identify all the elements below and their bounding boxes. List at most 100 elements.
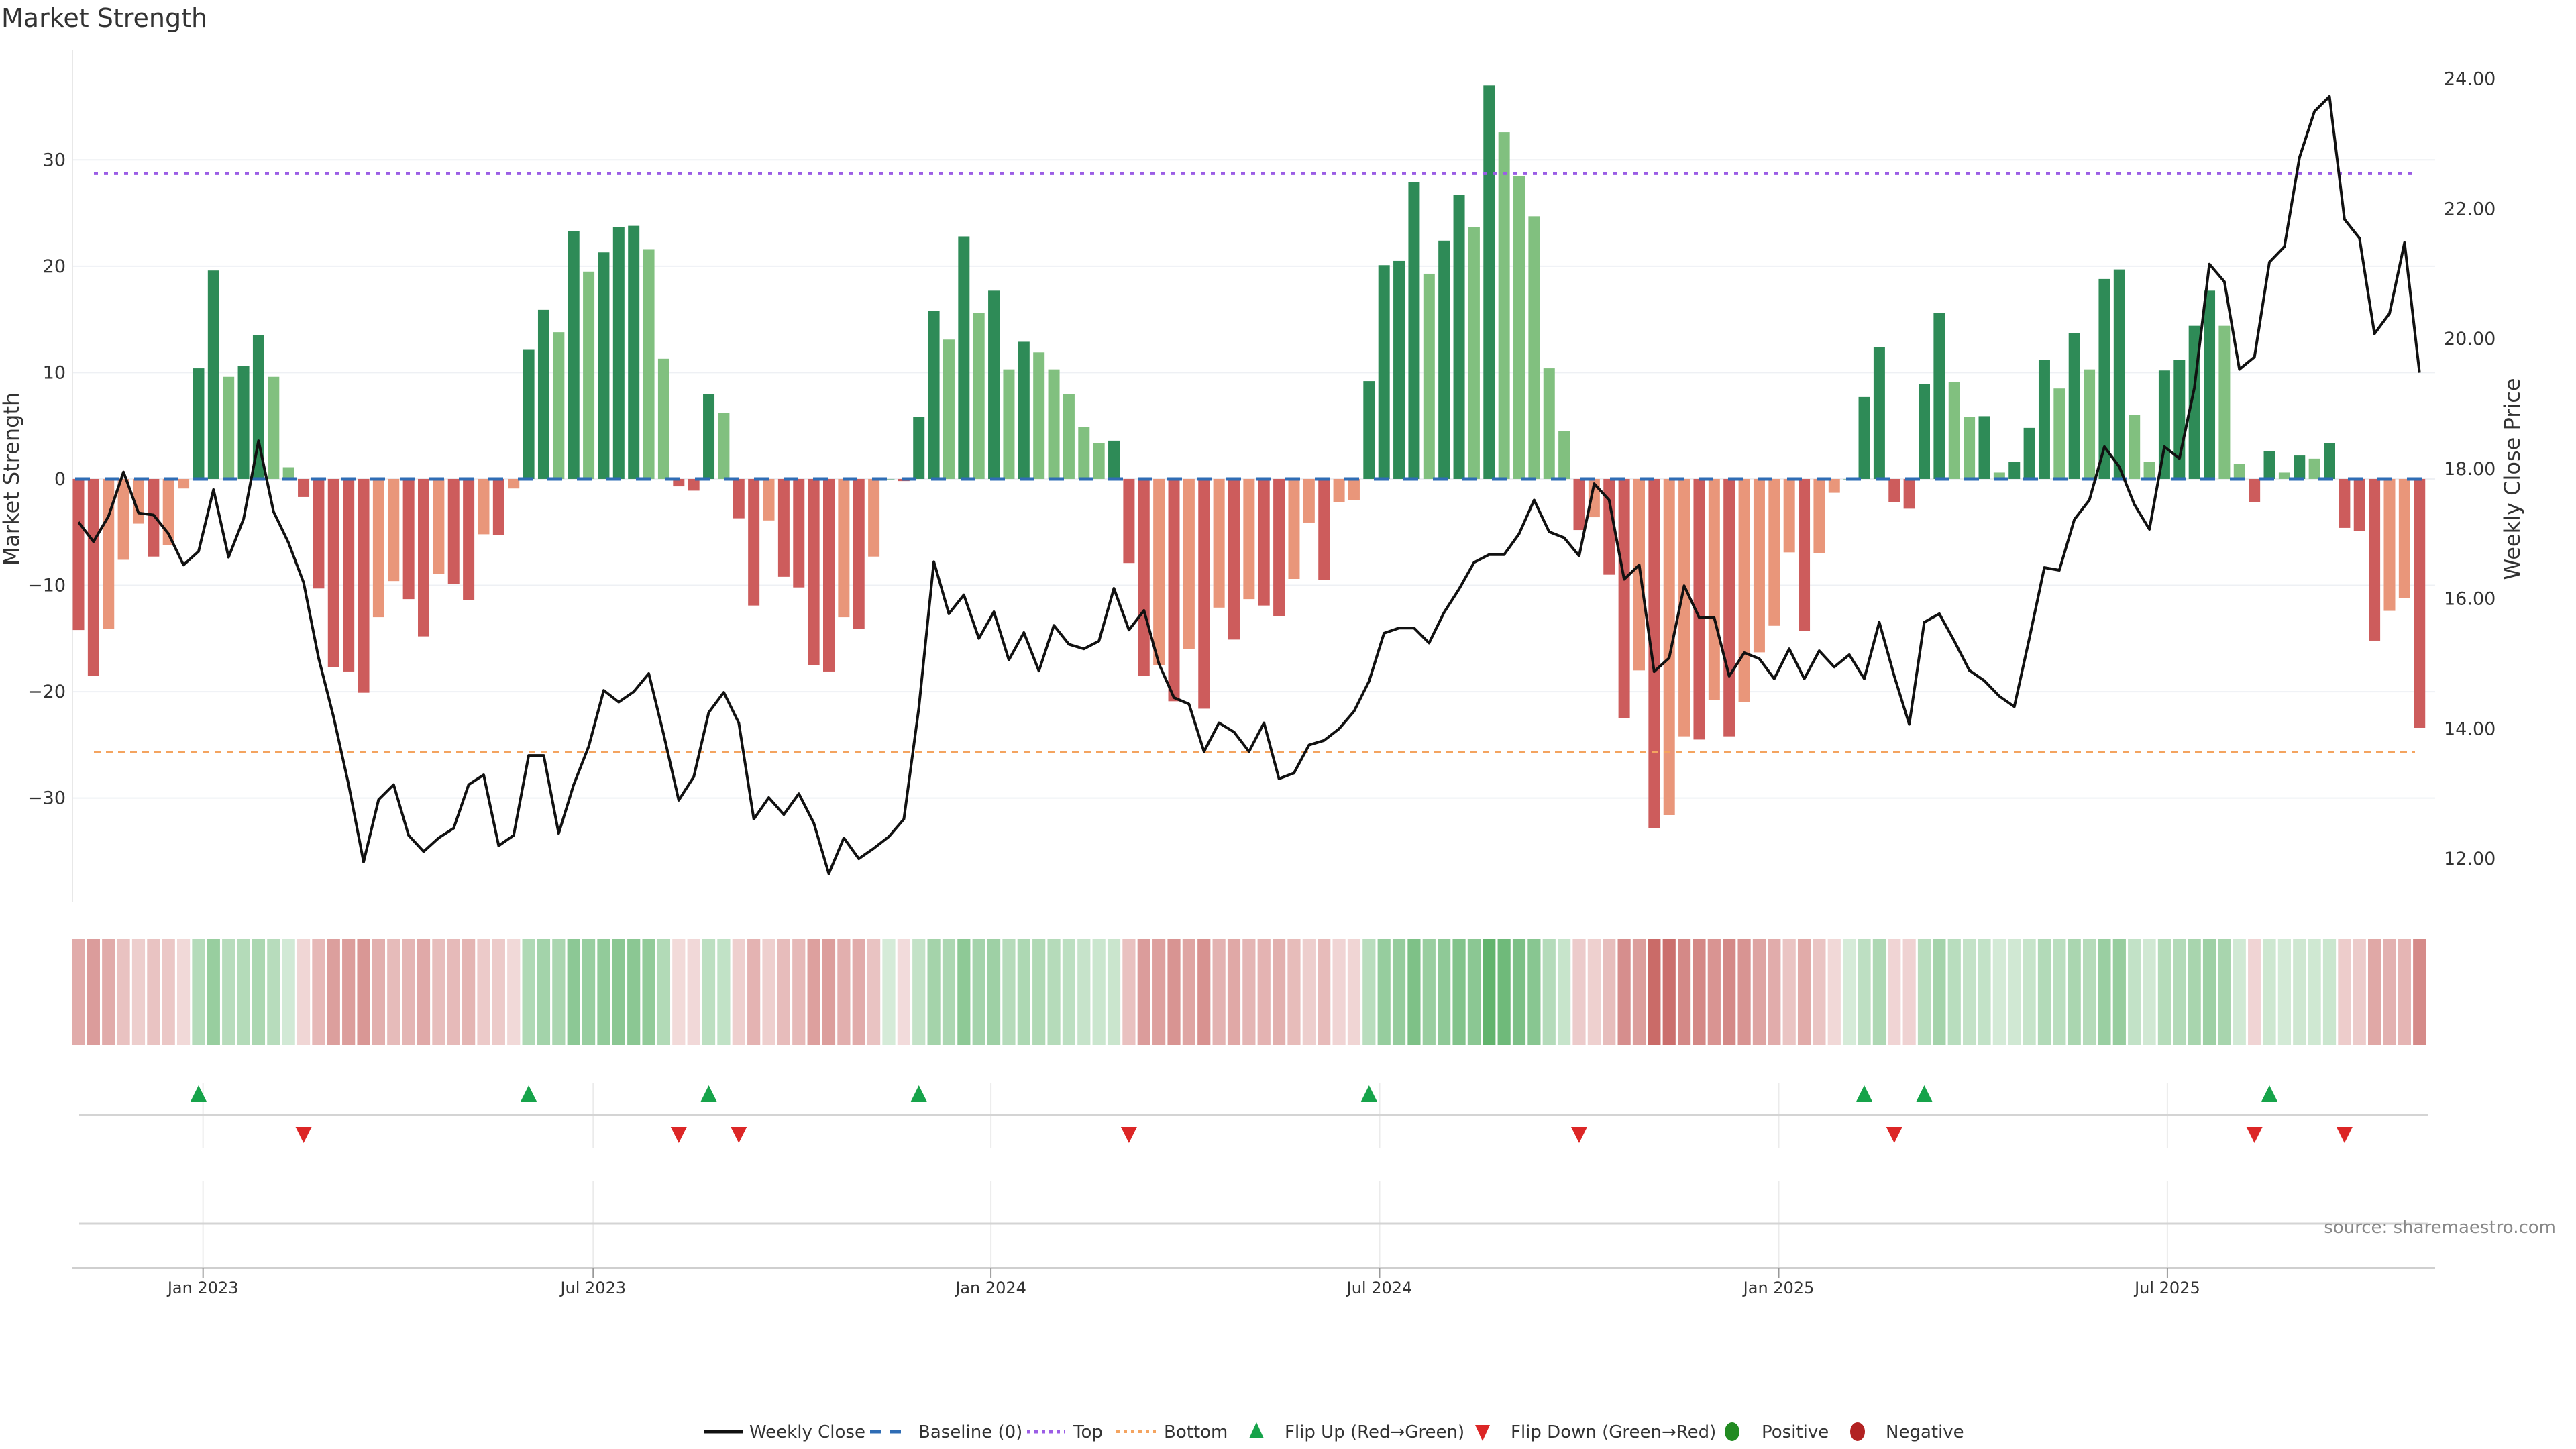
heatmap-cell bbox=[1617, 939, 1631, 1045]
legend-item-top[interactable]: Top bbox=[1027, 1422, 1103, 1442]
heatmap-cell bbox=[2218, 939, 2231, 1045]
heatmap-cell bbox=[192, 939, 205, 1045]
heatmap-cell bbox=[732, 939, 745, 1045]
positive-bar bbox=[252, 335, 264, 479]
heatmap-cell bbox=[912, 939, 926, 1045]
heatmap-cell bbox=[2098, 939, 2111, 1045]
right-tick-label: 16.00 bbox=[2444, 589, 2496, 610]
positive-bar bbox=[1933, 313, 1945, 479]
negative-bar bbox=[1768, 478, 1780, 626]
heatmap-cell bbox=[1167, 939, 1181, 1045]
negative-bar bbox=[2414, 478, 2426, 728]
heatmap-cell bbox=[777, 939, 790, 1045]
heatmap-cell bbox=[2128, 939, 2141, 1045]
heatmap-cell bbox=[2413, 939, 2426, 1045]
legend-label: Flip Down (Green→Red) bbox=[1511, 1422, 1716, 1442]
legend-item-baseline[interactable]: Baseline (0) bbox=[870, 1422, 1022, 1442]
negative-bar bbox=[1573, 478, 1585, 531]
positive-bar bbox=[657, 358, 669, 479]
negative-bar bbox=[793, 478, 805, 588]
positive-bar bbox=[1858, 396, 1870, 479]
negative-bar bbox=[838, 478, 850, 618]
positive-bar bbox=[928, 311, 940, 479]
negative-bar bbox=[1243, 478, 1255, 600]
positive-bar bbox=[553, 332, 565, 479]
positive-bar bbox=[1558, 431, 1570, 479]
heatmap-cell bbox=[2157, 939, 2171, 1045]
negative-bar bbox=[1783, 478, 1795, 553]
negative-bar bbox=[508, 478, 520, 489]
legend-item-negative[interactable]: Negative bbox=[1850, 1422, 1964, 1442]
heatmap-cell bbox=[2248, 939, 2261, 1045]
negative-bar bbox=[117, 478, 129, 560]
negative-bar bbox=[688, 478, 700, 491]
positive-bar bbox=[2233, 464, 2245, 479]
chart-title: Market Strength bbox=[1, 3, 207, 33]
heatmap-cell bbox=[747, 939, 761, 1045]
heatmap-cell bbox=[327, 939, 340, 1045]
heatmap-cell bbox=[2053, 939, 2066, 1045]
heatmap-cell bbox=[807, 939, 820, 1045]
heatmap-cell bbox=[702, 939, 716, 1045]
negative-bar bbox=[1303, 478, 1315, 523]
negative-bar bbox=[1138, 478, 1150, 676]
legend-item-weekly-close[interactable]: Weekly Close bbox=[704, 1422, 865, 1442]
heatmap-cell bbox=[1497, 939, 1511, 1045]
legend-item-flip-down[interactable]: Flip Down (Green→Red) bbox=[1475, 1422, 1716, 1442]
negative-bar bbox=[1228, 478, 1240, 640]
negative-bar bbox=[1633, 478, 1645, 671]
negative-bar bbox=[2383, 478, 2396, 611]
heatmap-cell bbox=[1017, 939, 1030, 1045]
heatmap-cell bbox=[1182, 939, 1195, 1045]
heatmap-cell bbox=[987, 939, 1001, 1045]
legend-item-bottom[interactable]: Bottom bbox=[1116, 1422, 1228, 1442]
positive-bar bbox=[1919, 384, 1931, 479]
heatmap-cell bbox=[1963, 939, 1976, 1045]
legend-item-flip-up[interactable]: Flip Up (Red→Green) bbox=[1249, 1422, 1464, 1442]
positive-bar bbox=[1108, 440, 1120, 479]
negative-bar bbox=[1888, 478, 1900, 502]
negative-bar bbox=[1318, 478, 1330, 580]
negative-bar bbox=[478, 478, 490, 535]
negative-bar bbox=[463, 478, 475, 600]
positive-bar bbox=[2008, 462, 2021, 479]
legend-item-positive[interactable]: Positive bbox=[1725, 1422, 1829, 1442]
negative-bar bbox=[1903, 478, 1915, 509]
left-tick-label: 0 bbox=[54, 469, 66, 490]
negative-bar bbox=[1693, 478, 1705, 740]
positive-bar bbox=[1408, 182, 1420, 479]
heatmap-cell bbox=[1648, 939, 1661, 1045]
positive-bar bbox=[943, 339, 955, 479]
negative-bar bbox=[868, 478, 880, 557]
heatmap-cell bbox=[387, 939, 400, 1045]
positive-bar bbox=[193, 368, 205, 479]
positive-bar bbox=[988, 290, 1000, 479]
negative-bar bbox=[1799, 478, 1811, 631]
heatmap-cell bbox=[2173, 939, 2186, 1045]
heatmap-cell bbox=[2383, 939, 2396, 1045]
positive-bar bbox=[2038, 360, 2050, 479]
source-label: source: sharemaestro.com bbox=[2324, 1218, 2556, 1238]
heatmap-cell bbox=[1693, 939, 1706, 1045]
legend: Weekly Close Baseline (0) Top Bottom Fli… bbox=[704, 1422, 1964, 1442]
negative-bar bbox=[808, 478, 820, 665]
heatmap-cell bbox=[1407, 939, 1421, 1045]
heatmap-cell bbox=[507, 939, 521, 1045]
heatmap-cell bbox=[627, 939, 641, 1045]
flip-up-marker bbox=[1360, 1085, 1377, 1102]
negative-bar bbox=[2369, 478, 2381, 641]
heatmap-cell bbox=[657, 939, 671, 1045]
positive-bar bbox=[1498, 132, 1510, 479]
negative-bar bbox=[1813, 478, 1825, 553]
negative-bar bbox=[178, 478, 190, 489]
heatmap-cell bbox=[1843, 939, 1856, 1045]
heatmap-cell bbox=[567, 939, 580, 1045]
heatmap-cell bbox=[267, 939, 280, 1045]
heatmap-cell bbox=[1092, 939, 1106, 1045]
heatmap-cell bbox=[2202, 939, 2216, 1045]
heatmap-cell bbox=[1992, 939, 2006, 1045]
heatmap-cell bbox=[942, 939, 956, 1045]
heatmap-cell bbox=[1002, 939, 1016, 1045]
right-tick-label: 24.00 bbox=[2444, 69, 2496, 90]
legend-label: Positive bbox=[1762, 1422, 1829, 1442]
